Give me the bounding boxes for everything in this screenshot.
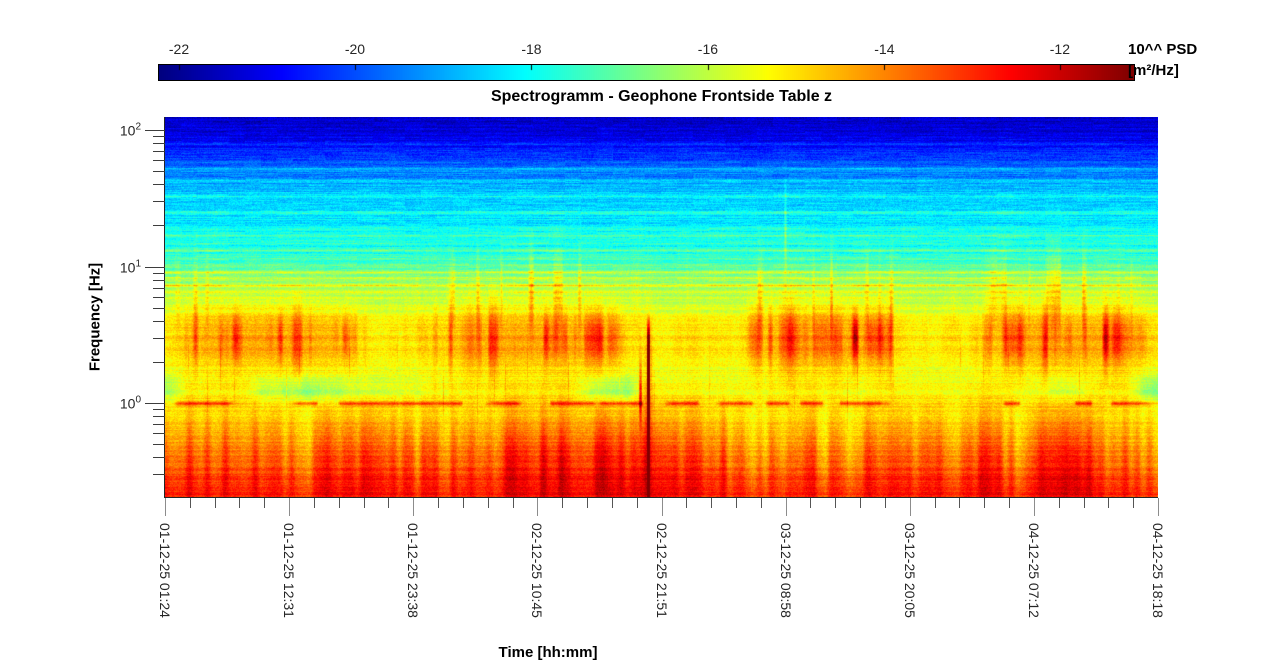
x-axis-minor-tick: [935, 498, 936, 508]
y-axis-minor-tick: [153, 321, 165, 322]
x-axis-minor-tick: [463, 498, 464, 508]
y-axis-minor-tick: [153, 171, 165, 172]
x-axis-tick-label: 03-12-25 08:58: [778, 523, 794, 618]
y-axis-tick-label: 100: [119, 394, 141, 412]
colorbar-unit-line2: [m²/Hz]: [1128, 62, 1179, 79]
y-axis-label: Frequency [Hz]: [86, 262, 104, 372]
colorbar: [158, 64, 1135, 81]
plot-area: [164, 117, 1158, 498]
y-axis-minor-tick: [153, 288, 165, 289]
x-axis-minor-tick: [438, 498, 439, 508]
x-axis-minor-tick: [339, 498, 340, 508]
y-axis-minor-tick: [153, 297, 165, 298]
y-axis-major-tick: [145, 267, 165, 268]
x-axis-major-tick: [1034, 498, 1035, 516]
colorbar-gradient: [159, 65, 1134, 80]
x-axis-minor-tick: [1084, 498, 1085, 508]
x-axis-minor-tick: [1059, 498, 1060, 508]
x-axis-minor-tick: [314, 498, 315, 508]
x-axis-minor-tick: [984, 498, 985, 508]
x-axis-major-tick: [910, 498, 911, 516]
y-axis-minor-tick: [153, 424, 165, 425]
x-axis-minor-tick: [215, 498, 216, 508]
x-axis-major-tick: [786, 498, 787, 516]
colorbar-unit-line1: 10^^ PSD: [1128, 41, 1198, 58]
y-axis-major-tick: [145, 130, 165, 131]
y-axis-minor-tick: [153, 362, 165, 363]
x-axis-minor-tick: [264, 498, 265, 508]
x-axis-minor-tick: [711, 498, 712, 508]
x-axis-minor-tick: [835, 498, 836, 508]
y-axis-minor-tick: [153, 151, 165, 152]
x-axis-minor-tick: [736, 498, 737, 508]
y-axis-minor-tick: [153, 338, 165, 339]
x-axis-tick-label: 04-12-25 18:18: [1150, 523, 1166, 618]
y-axis-minor-tick: [153, 225, 165, 226]
x-axis-major-tick: [165, 498, 166, 516]
colorbar-tick-label: -14: [874, 41, 895, 57]
x-axis-tick-label: 04-12-25 07:12: [1026, 523, 1042, 618]
y-axis-tick-label: 101: [119, 258, 141, 276]
x-axis-tick-label: 01-12-25 01:24: [157, 523, 173, 618]
x-axis-minor-tick: [686, 498, 687, 508]
x-axis-minor-tick: [388, 498, 389, 508]
colorbar-tick-label: -22: [168, 41, 190, 57]
x-axis-minor-tick: [587, 498, 588, 508]
colorbar-tick-label: -18: [521, 41, 542, 57]
x-axis-minor-tick: [885, 498, 886, 508]
colorbar-tick-label: -16: [697, 41, 719, 57]
x-axis-minor-tick: [810, 498, 811, 508]
x-axis-minor-tick: [562, 498, 563, 508]
x-axis-minor-tick: [239, 498, 240, 508]
x-axis-minor-tick: [364, 498, 365, 508]
x-axis-tick-label: 02-12-25 21:51: [654, 523, 670, 618]
y-axis-minor-tick: [153, 474, 165, 475]
x-axis-minor-tick: [1133, 498, 1134, 508]
y-axis-tick-label: 102: [119, 121, 141, 139]
x-axis-label: Time [hh:mm]: [498, 644, 598, 661]
x-axis-tick-label: 02-12-25 10:45: [529, 523, 545, 618]
x-axis-minor-tick: [1009, 498, 1010, 508]
y-axis-minor-tick: [153, 416, 165, 417]
x-axis-minor-tick: [513, 498, 514, 508]
x-axis-minor-tick: [1108, 498, 1109, 508]
y-axis-minor-tick: [153, 409, 165, 410]
y-axis-minor-tick: [153, 280, 165, 281]
y-axis-minor-tick: [153, 444, 165, 445]
colorbar-tick-label: -20: [344, 41, 366, 57]
y-axis-minor-tick: [153, 184, 165, 185]
y-axis-minor-tick: [153, 433, 165, 434]
x-axis-tick-label: 01-12-25 12:31: [281, 523, 297, 618]
y-axis-minor-tick: [153, 308, 165, 309]
y-axis-minor-tick: [153, 143, 165, 144]
spectrogram-canvas: [165, 117, 1158, 497]
y-axis-minor-tick: [153, 160, 165, 161]
x-axis-major-tick: [1158, 498, 1159, 516]
x-axis-minor-tick: [860, 498, 861, 508]
chart-title: Spectrogramm - Geophone Frontside Table …: [490, 88, 833, 105]
x-axis-minor-tick: [612, 498, 613, 508]
x-axis-major-tick: [289, 498, 290, 516]
x-axis-minor-tick: [488, 498, 489, 508]
y-axis-minor-tick: [153, 136, 165, 137]
colorbar-tick-label: -12: [1049, 41, 1071, 57]
x-axis-major-tick: [662, 498, 663, 516]
x-axis-tick-label: 01-12-25 23:38: [405, 523, 421, 618]
y-axis-minor-tick: [153, 457, 165, 458]
x-axis-major-tick: [537, 498, 538, 516]
x-axis-minor-tick: [190, 498, 191, 508]
y-axis-minor-tick: [153, 201, 165, 202]
x-axis-minor-tick: [761, 498, 762, 508]
y-axis-minor-tick: [153, 273, 165, 274]
y-axis-major-tick: [145, 403, 165, 404]
x-axis-major-tick: [413, 498, 414, 516]
x-axis-tick-label: 03-12-25 20:05: [902, 523, 918, 618]
x-axis-minor-tick: [637, 498, 638, 508]
x-axis-minor-tick: [959, 498, 960, 508]
